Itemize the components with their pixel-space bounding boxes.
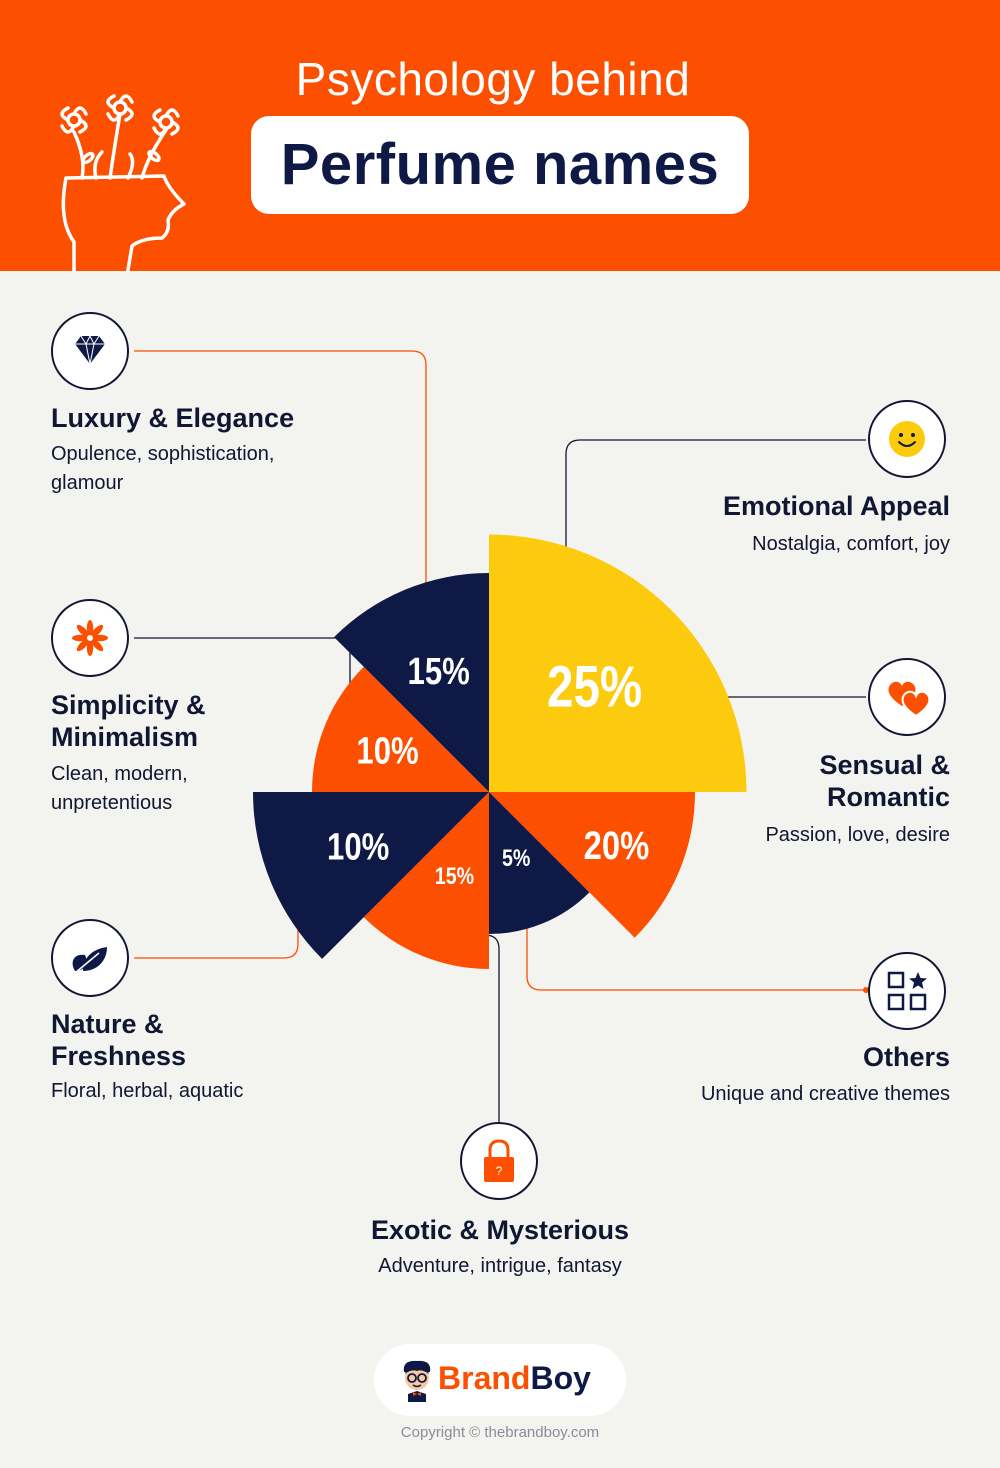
starburst-icon: [72, 620, 108, 656]
chart-slice-emotional-appeal: [489, 534, 747, 792]
svg-text:?: ?: [496, 1164, 503, 1178]
connector-luxury: [134, 350, 427, 598]
brand-mascot-icon: [403, 1360, 431, 1402]
sensual-description: Passion, love, desire: [765, 824, 950, 846]
exotic-title: Exotic & Mysterious: [370, 1215, 630, 1245]
chart-data-label: 10%: [327, 827, 389, 869]
emotional-title: Emotional Appeal: [722, 491, 950, 521]
connector-emotional: [565, 439, 866, 582]
head-with-flowers-icon: [60, 94, 186, 272]
luxury-icon-circle: [51, 312, 129, 390]
chart-slice-exotic-mysterious: [363, 792, 489, 970]
chart-slice-nature-freshness: [253, 792, 489, 959]
simplicity-title: Simplicity & Minimalism: [51, 690, 206, 752]
others-title: Others: [862, 1042, 950, 1072]
exotic-icon-circle: ?: [460, 1122, 538, 1200]
brand-logo: BrandBoy: [374, 1344, 626, 1416]
others-description: Unique and creative themes: [700, 1083, 950, 1105]
simplicity-icon-circle: [51, 599, 129, 677]
others-icon-circle: [868, 952, 946, 1030]
header-subtitle: Psychology behind: [295, 53, 691, 105]
chart-data-label: 20%: [584, 823, 650, 868]
chart-data-label: 25%: [547, 655, 642, 720]
chart-data-label: 15%: [435, 862, 474, 889]
chart-slice-simplicity-minimalism: [312, 666, 489, 792]
hearts-icon: [888, 681, 931, 718]
nature-icon-circle: [51, 919, 129, 997]
emotional-icon-circle: [868, 400, 946, 478]
brand-name-part1: Brand: [438, 1360, 531, 1396]
simplicity-description: Clean, modern, unpretentious: [51, 763, 188, 814]
luxury-description: Opulence, sophistication, glamour: [51, 443, 275, 494]
page-title: Perfume names: [280, 132, 720, 197]
smiley-icon: [889, 421, 925, 457]
leaf-icon: [72, 947, 107, 974]
chart-slice-sensual-romantic: [489, 792, 695, 938]
title-card: Perfume names: [251, 116, 749, 214]
chart-slice-luxury-elegance: [334, 573, 489, 792]
grid-star-icon: [887, 971, 927, 1011]
header-banner: Psychology behind Perfume names: [0, 0, 1000, 272]
chart-data-label: 15%: [408, 651, 470, 693]
emotional-description: Nostalgia, comfort, joy: [752, 533, 950, 555]
chart-data-label: 5%: [502, 844, 530, 871]
luxury-title: Luxury & Elegance: [51, 403, 295, 433]
copyright-text: Copyright © thebrandboy.com: [400, 1424, 600, 1441]
chart-slice-others: [489, 792, 590, 934]
chart-data-label: 10%: [356, 730, 418, 772]
nature-title: Nature & Freshness: [51, 1009, 187, 1071]
nature-description: Floral, herbal, aquatic: [51, 1080, 244, 1102]
brand-name-part2: Boy: [530, 1360, 591, 1396]
exotic-description: Adventure, intrigue, fantasy: [378, 1255, 622, 1277]
sensual-title: Sensual & Romantic: [819, 750, 950, 812]
connector-others: [526, 904, 866, 991]
connector-nature: [134, 852, 299, 959]
sensual-icon-circle: [868, 658, 946, 736]
diamond-icon: [75, 334, 105, 365]
lock-icon: ?: [484, 1139, 514, 1182]
